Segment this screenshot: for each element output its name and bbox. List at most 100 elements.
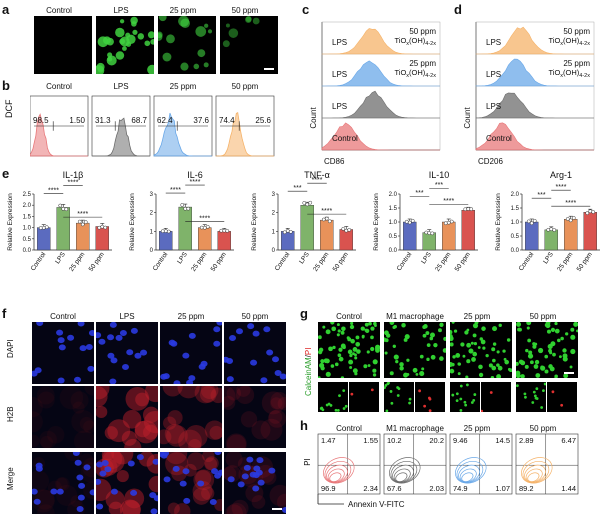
chart-title: IL-6 bbox=[187, 170, 203, 180]
flow-histogram bbox=[475, 92, 594, 119]
nucleus bbox=[77, 322, 85, 327]
data-point bbox=[321, 217, 326, 222]
row-label: LPS bbox=[486, 102, 501, 111]
panel-h-col-m1: M1 macrophage bbox=[386, 424, 444, 433]
live-cell bbox=[336, 408, 340, 412]
h2b-image bbox=[32, 386, 94, 448]
live-cell bbox=[470, 341, 474, 345]
h2b-signal bbox=[251, 495, 266, 509]
quadrant-ul: 2.89 bbox=[519, 436, 534, 445]
cell-mark bbox=[147, 64, 154, 74]
density-contour bbox=[525, 468, 543, 483]
h2b-signal bbox=[96, 386, 108, 408]
live-cell bbox=[457, 362, 461, 366]
h2b-image bbox=[96, 386, 158, 448]
nucleus bbox=[179, 480, 187, 487]
y-tick-label: 2.5 bbox=[23, 192, 32, 198]
h2b-signal bbox=[199, 386, 217, 403]
h2b-signal bbox=[59, 386, 84, 410]
nucleus bbox=[182, 468, 190, 475]
live-cell bbox=[573, 322, 578, 327]
h2b-signal bbox=[192, 487, 211, 505]
live-cell bbox=[524, 364, 529, 369]
live-cell bbox=[392, 344, 396, 348]
nucleus bbox=[101, 460, 109, 467]
flow-histogram bbox=[475, 122, 594, 151]
live-cell bbox=[397, 387, 401, 391]
live-cell bbox=[565, 332, 569, 336]
live-cell bbox=[443, 336, 446, 341]
live-cell bbox=[372, 368, 377, 373]
live-cell bbox=[367, 364, 371, 368]
scale-bar bbox=[272, 508, 282, 510]
live-cell bbox=[439, 322, 444, 327]
y-tick-label: 0.5 bbox=[23, 237, 32, 243]
cell-mark bbox=[222, 40, 230, 48]
nucleus bbox=[235, 328, 243, 335]
live-cell bbox=[419, 354, 424, 359]
y-tick-label: 3 bbox=[272, 192, 276, 198]
dapi-image bbox=[224, 322, 286, 384]
data-point bbox=[546, 227, 551, 232]
nucleus bbox=[57, 337, 65, 344]
nucleus bbox=[32, 370, 38, 377]
gate-left-value: 62.4 bbox=[157, 116, 173, 125]
live-cell bbox=[340, 343, 346, 349]
h2b-signal bbox=[202, 452, 215, 463]
live-cell bbox=[318, 335, 322, 340]
density-contour bbox=[327, 468, 345, 483]
h2b-signal bbox=[226, 386, 241, 401]
live-cell bbox=[360, 326, 365, 331]
live-cell bbox=[465, 375, 469, 378]
data-point bbox=[308, 200, 313, 205]
live-cell bbox=[329, 404, 333, 407]
live-cell bbox=[373, 322, 377, 326]
cell-mark bbox=[225, 23, 230, 28]
data-point bbox=[288, 229, 293, 234]
nucleus bbox=[104, 466, 112, 473]
live-cell bbox=[544, 369, 549, 374]
sig-bracket-lps-25ppm-stars: *** bbox=[435, 182, 443, 189]
live-cell bbox=[502, 349, 506, 353]
live-cell bbox=[473, 393, 477, 396]
data-point bbox=[424, 230, 429, 235]
live-cell bbox=[457, 372, 461, 376]
live-cell bbox=[426, 357, 430, 362]
data-point bbox=[407, 220, 412, 225]
panel-h-col-control: Control bbox=[336, 424, 362, 433]
live-cell bbox=[556, 338, 561, 343]
panel-g-ylabel-calcein: Calcein bbox=[304, 369, 313, 396]
data-point bbox=[64, 207, 69, 212]
h2b-signal bbox=[111, 452, 134, 465]
fluorescence-image bbox=[220, 16, 278, 74]
data-point bbox=[163, 229, 168, 233]
live-cell bbox=[523, 392, 527, 396]
cell-mark bbox=[144, 40, 151, 47]
h2b-signal bbox=[71, 409, 94, 434]
nucleus bbox=[163, 476, 171, 483]
data-point bbox=[532, 218, 537, 223]
x-axis-label: CD206 bbox=[478, 157, 503, 166]
h2b-signal bbox=[104, 426, 118, 440]
h2b-signal bbox=[142, 406, 158, 424]
live-cell bbox=[430, 332, 435, 338]
live-cell bbox=[387, 382, 390, 385]
cell-mark bbox=[147, 31, 154, 39]
h2b-signal bbox=[121, 430, 137, 446]
h2b-signal bbox=[72, 401, 85, 414]
panel-a-label-25ppm: 25 ppm bbox=[169, 6, 197, 15]
cell-mark bbox=[245, 16, 252, 22]
h2b-signal bbox=[225, 433, 247, 448]
row-label: Control bbox=[486, 134, 512, 143]
quadrant-ul: 9.46 bbox=[453, 436, 468, 445]
live-cell bbox=[320, 359, 325, 364]
scale-bar bbox=[264, 68, 274, 70]
h2b-signal bbox=[261, 391, 285, 415]
panel-h-col-25ppm: 25 ppm bbox=[463, 424, 491, 433]
cell-mark bbox=[195, 26, 207, 37]
live-cell bbox=[563, 373, 569, 378]
live-cell bbox=[450, 329, 453, 335]
h2b-signal bbox=[261, 470, 277, 485]
live-cell bbox=[554, 376, 558, 378]
nucleus bbox=[96, 503, 104, 510]
